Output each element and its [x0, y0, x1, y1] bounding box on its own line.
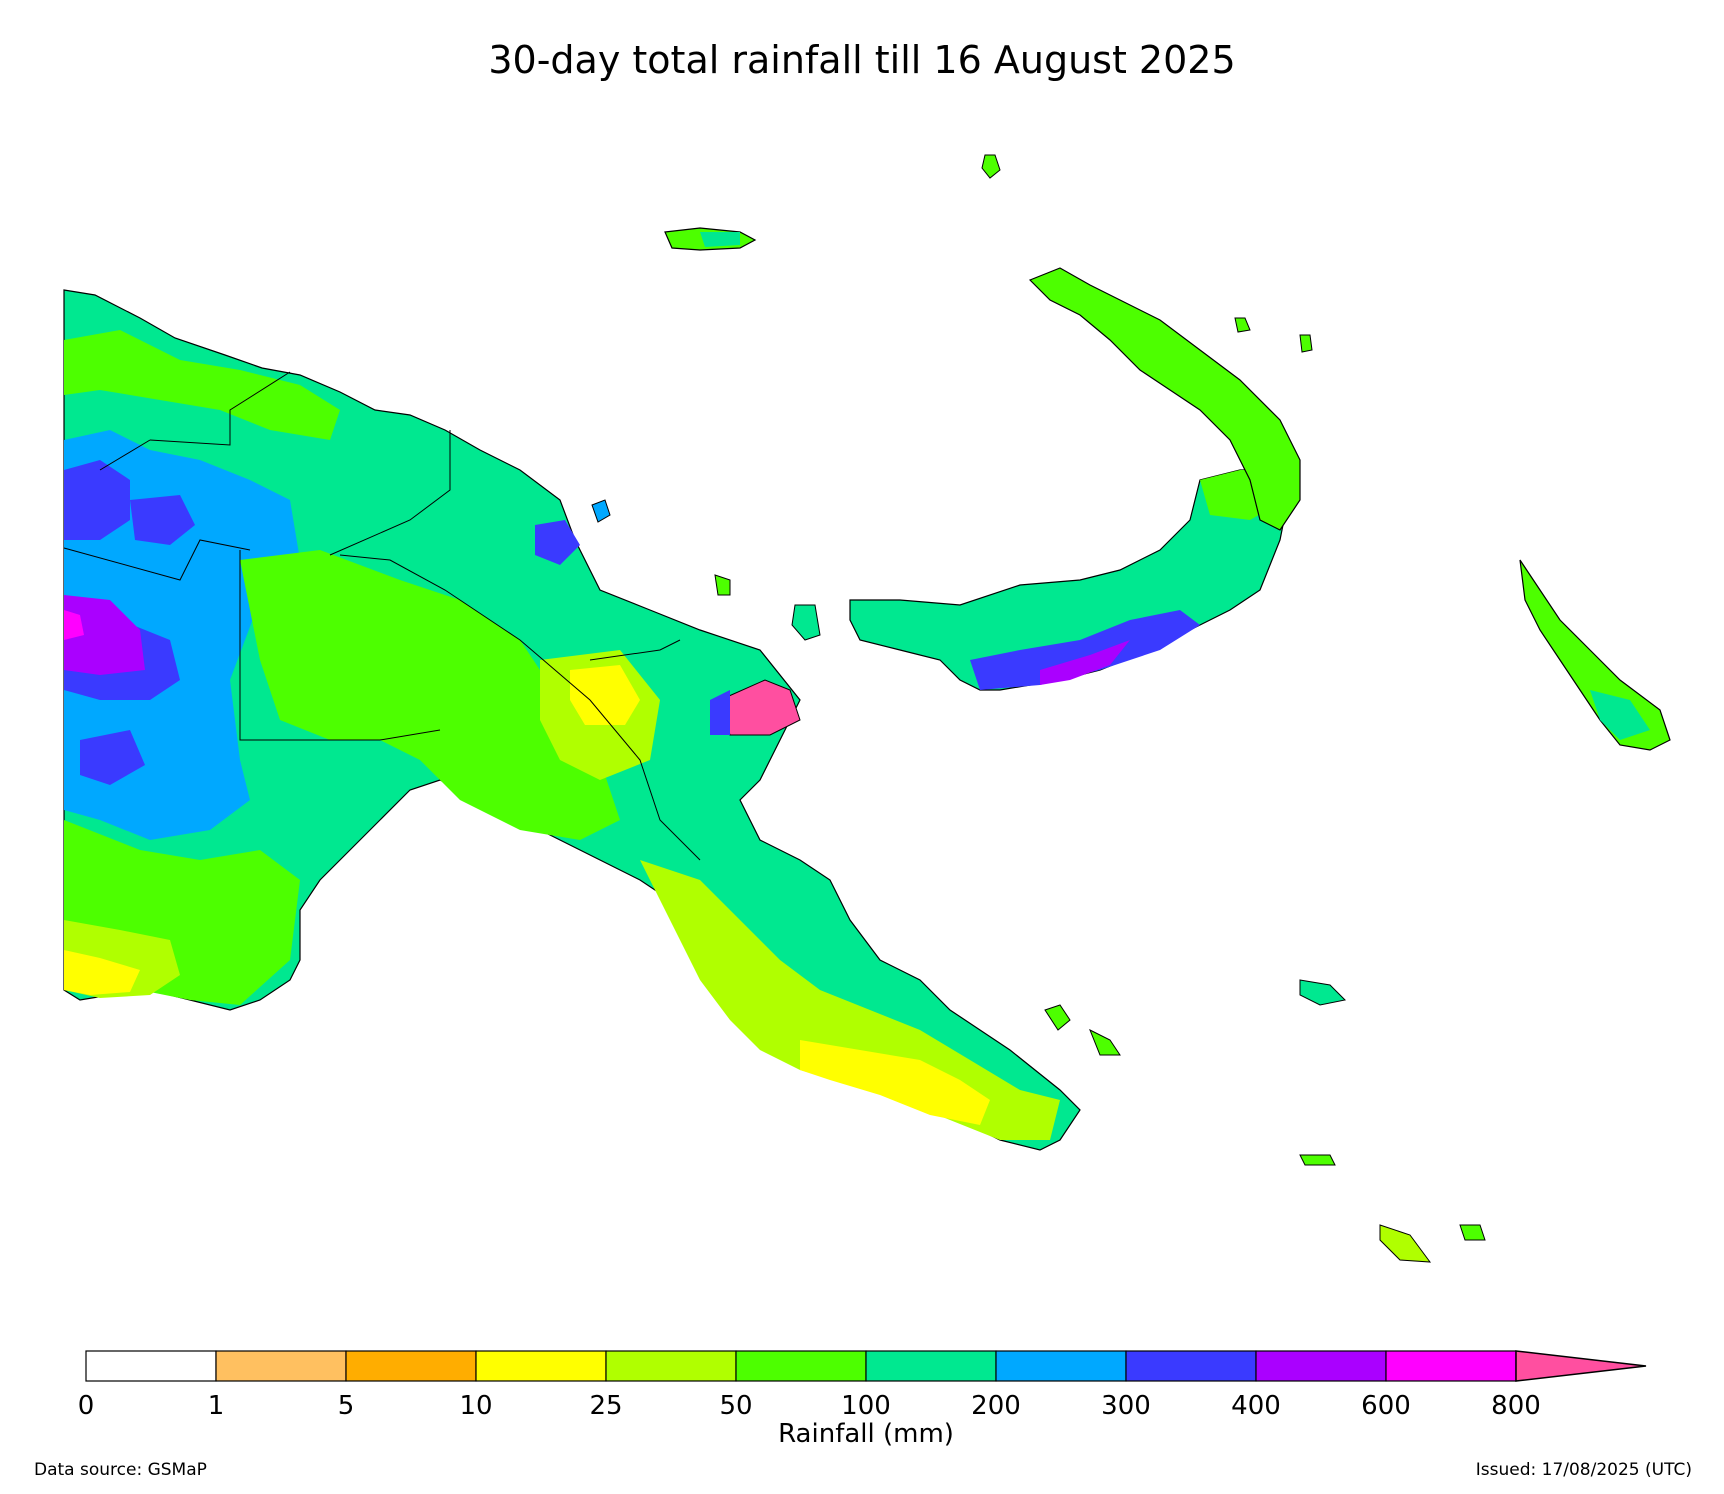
legend-tick-label: 50: [719, 1391, 752, 1421]
legend-swatch: [1385, 1350, 1517, 1382]
small-island: [1089, 1028, 1121, 1056]
legend-tick-labels: 0 1 5 10 25 50 100 200 300 400 600 800: [78, 1391, 1541, 1421]
madang-wet-zone: [710, 690, 730, 735]
manus-base-zone: [700, 232, 740, 247]
legend-swatch: [735, 1350, 867, 1382]
legend-tick-label: 200: [971, 1391, 1021, 1421]
peninsula-light-zone: [640, 860, 1060, 1140]
legend-swatches: [85, 1350, 1517, 1382]
small-island: [1044, 1004, 1071, 1031]
highlands-moderate-zone: [240, 550, 620, 840]
small-island: [981, 154, 1001, 179]
small-island: [1299, 334, 1313, 353]
legend-swatch: [345, 1350, 477, 1382]
west-very-wet-zone: [64, 460, 195, 785]
legend-tick-label: 5: [338, 1391, 355, 1421]
highlands-dry-zone: [570, 665, 640, 725]
legend-swatch: [865, 1350, 997, 1382]
legend-tick-label: 300: [1101, 1391, 1151, 1421]
legend-swatch: [85, 1350, 217, 1382]
new-britain-extreme-zone: [1040, 640, 1130, 685]
small-island: [591, 499, 611, 523]
legend-tick-label: 100: [841, 1391, 891, 1421]
legend-tick-label: 800: [1491, 1391, 1541, 1421]
north-moderate-zone: [64, 330, 340, 440]
west-peak-zone: [64, 610, 84, 640]
legend-overflow-arrow: [1515, 1350, 1647, 1382]
legend-tick-label: 1: [208, 1391, 225, 1421]
small-island: [1299, 1154, 1336, 1166]
small-island: [1379, 1224, 1432, 1263]
west-extreme-zone: [64, 595, 145, 675]
southwest-dry-zone: [64, 950, 140, 995]
issued-date-note: Issued: 17/08/2025 (UTC): [1475, 1460, 1692, 1480]
small-island: [791, 604, 821, 641]
province-borders: [63, 371, 701, 861]
legend-swatch: [1255, 1350, 1387, 1382]
small-island: [1459, 1224, 1486, 1241]
peninsula-dry-zone: [800, 1040, 990, 1125]
legend-axis-label: Rainfall (mm): [778, 1419, 954, 1449]
new-britain-wet-zone: [970, 610, 1200, 690]
bougainville-base-zone: [1590, 690, 1650, 740]
legend-swatch: [605, 1350, 737, 1382]
legend-tick-label: 10: [459, 1391, 492, 1421]
north-coast-wet-blob: [535, 520, 580, 565]
legend-tick-label: 600: [1361, 1391, 1411, 1421]
new-ireland-island: [1028, 267, 1301, 531]
data-source-note: Data source: GSMaP: [34, 1460, 207, 1480]
legend-swatch: [995, 1350, 1127, 1382]
legend-swatch: [1125, 1350, 1257, 1382]
legend-tick-label: 25: [589, 1391, 622, 1421]
legend-tick-label: 0: [78, 1391, 95, 1421]
bougainville-island: [1519, 559, 1671, 751]
legend-tick-label: 400: [1231, 1391, 1281, 1421]
legend-swatch: [475, 1350, 607, 1382]
small-island: [1234, 317, 1251, 333]
legend-swatch: [215, 1350, 347, 1382]
small-island: [714, 574, 731, 596]
map-title: 30-day total rainfall till 16 August 202…: [488, 38, 1236, 82]
small-island: [1299, 979, 1347, 1006]
